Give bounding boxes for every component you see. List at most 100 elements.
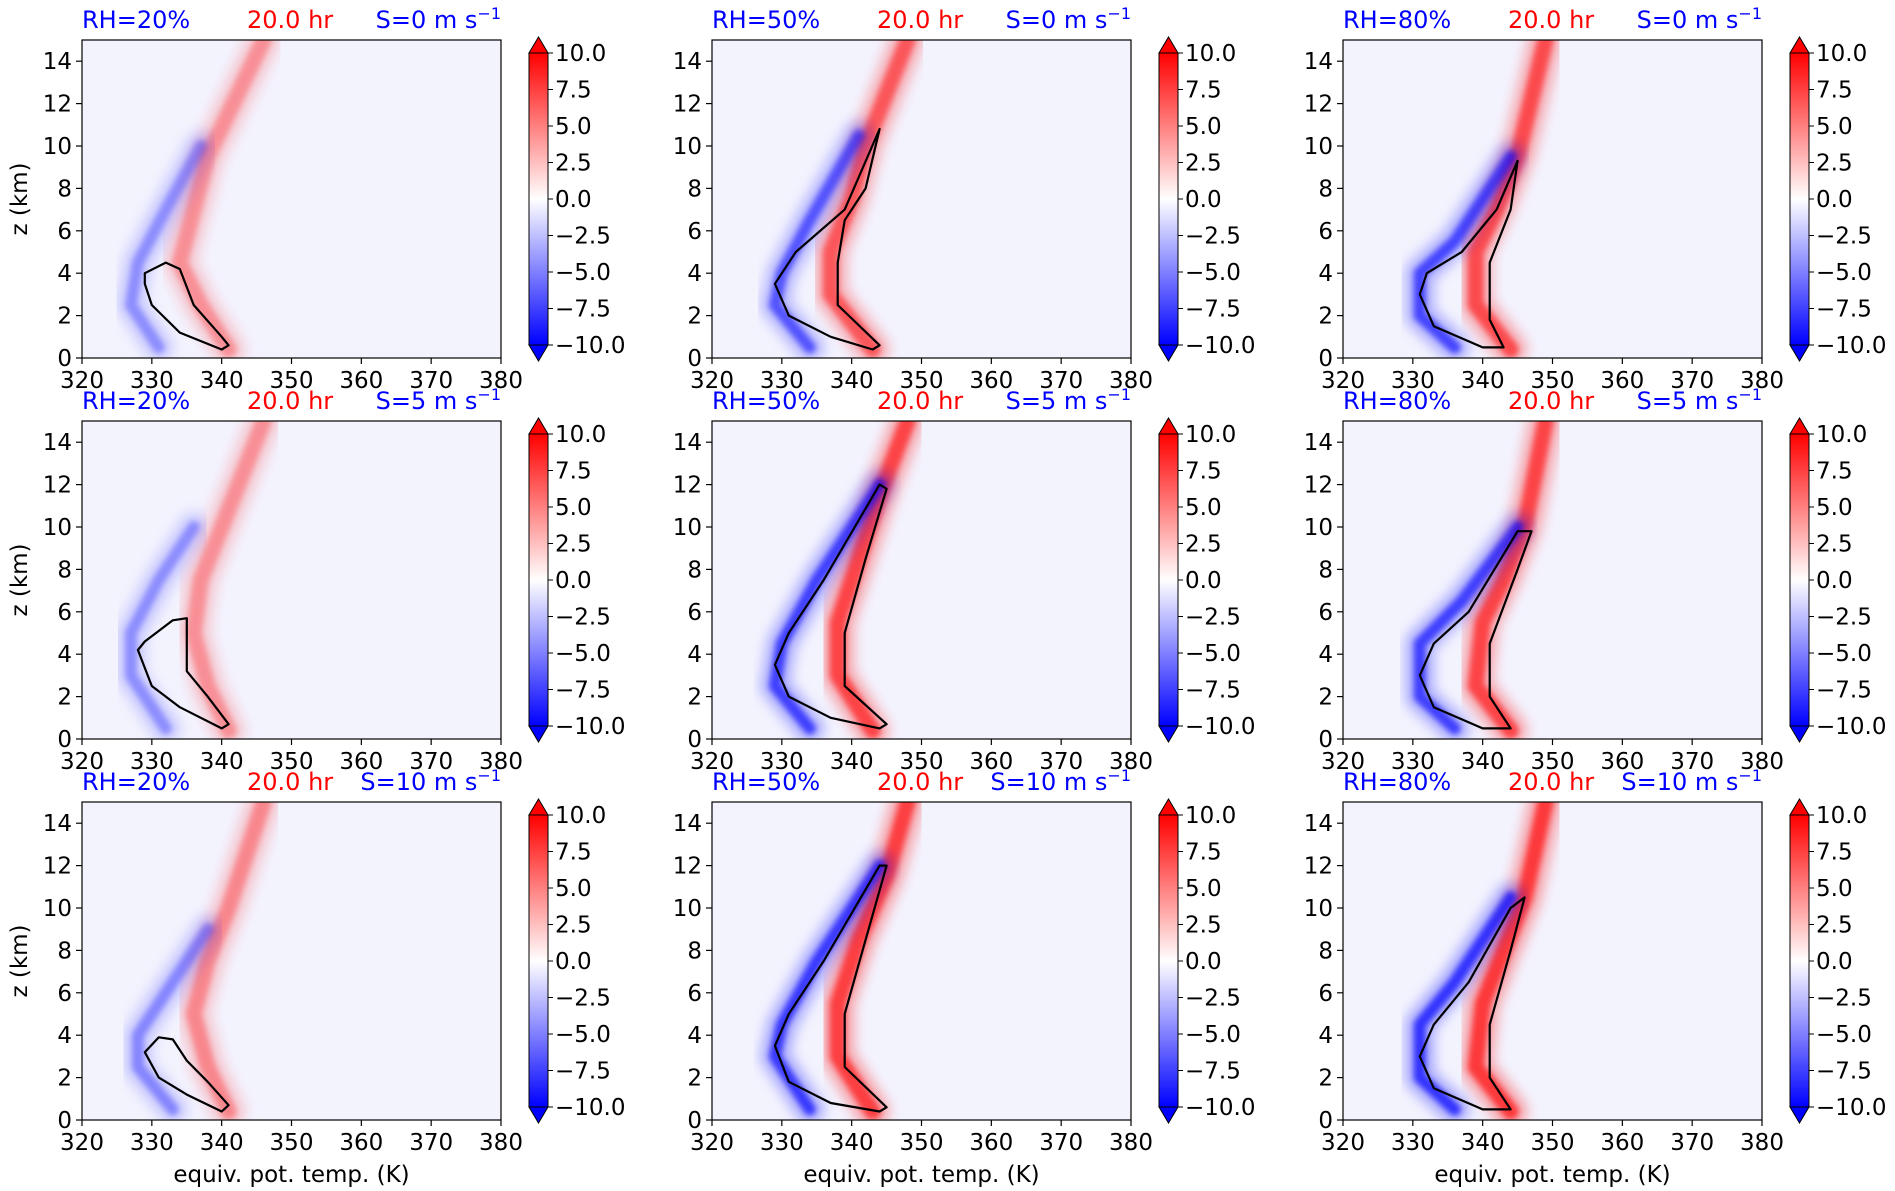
y-tick-label: 4: [57, 1023, 72, 1049]
colorbar-tick-label: 5.0: [1816, 114, 1853, 140]
colorbar-tick-label: −10.0: [1185, 333, 1255, 359]
colorbar-tick-label: −5.0: [555, 1022, 611, 1048]
x-tick-label: 370: [409, 368, 453, 394]
y-tick-label: 10: [673, 896, 702, 922]
colorbar-tick-label: 5.0: [1185, 114, 1222, 140]
y-tick-label: 12: [1304, 854, 1333, 880]
colorbar-tick-label: 7.5: [555, 459, 592, 485]
contour-field: [1404, 802, 1563, 1120]
y-tick-label: 6: [57, 600, 72, 626]
y-tick-label: 14: [43, 49, 72, 75]
panel-2: 320 330 340 350 360 370 380 0 2 4 6 8 10 12 14 RH=50% 20…: [673, 4, 1256, 394]
title-rh: RH=20%: [82, 768, 190, 796]
colorbar: 10.0 7.5 5.0 2.5 0.0 −2.5 −5.0 −7.5 −10.0: [1789, 417, 1886, 743]
x-tick-label: 380: [479, 749, 523, 775]
x-tick-label: 340: [1461, 749, 1505, 775]
x-tick-label: 330: [760, 1130, 804, 1156]
x-tick-label: 380: [1109, 749, 1153, 775]
x-tick-label: 380: [1740, 368, 1784, 394]
y-tick-label: 0: [687, 1108, 702, 1134]
colorbar-min-extend: [1789, 1106, 1810, 1124]
y-tick-label: 12: [43, 92, 72, 118]
x-tick-label: 370: [409, 749, 453, 775]
zero-contour-line: [773, 864, 888, 1113]
colorbar-tick-label: 10.0: [555, 803, 606, 829]
y-tick-label: 14: [1304, 430, 1333, 456]
y-tick-label: 14: [43, 430, 72, 456]
contour-field: [759, 421, 925, 739]
colorbar-gradient: [528, 814, 549, 1108]
y-tick-label: 6: [687, 600, 702, 626]
colorbar-tick-label: 0.0: [1185, 949, 1222, 975]
y-tick-label: 6: [57, 981, 72, 1007]
colorbar-gradient: [1789, 814, 1810, 1108]
x-tick-label: 320: [690, 1130, 734, 1156]
y-tick-label: 4: [1318, 261, 1333, 287]
colorbar: 10.0 7.5 5.0 2.5 0.0 −2.5 −5.0 −7.5 −10.0: [1789, 36, 1886, 362]
x-tick-label: 340: [200, 1130, 244, 1156]
positive-field-core: [185, 802, 272, 1120]
x-tick-label: 340: [200, 749, 244, 775]
y-tick-label: 8: [57, 938, 72, 964]
colorbar-min-extend: [528, 725, 549, 743]
title-shear: S=5 m s−1: [376, 385, 501, 415]
x-tick-label: 360: [969, 1130, 1013, 1156]
colorbar-max-extend: [528, 36, 549, 54]
x-tick-label: 360: [969, 368, 1013, 394]
x-tick-label: 350: [270, 1130, 314, 1156]
contour-field: [122, 802, 281, 1120]
x-tick-label: 330: [1391, 368, 1435, 394]
colorbar-tick-label: 2.5: [1816, 913, 1853, 939]
colorbar-tick-label: −10.0: [1185, 1095, 1255, 1121]
colorbar-tick-label: −7.5: [555, 1059, 611, 1085]
colorbar-tick-label: 10.0: [1816, 41, 1867, 67]
y-tick-label: 2: [1318, 304, 1333, 330]
y-tick-label: 4: [57, 642, 72, 668]
y-tick-label: 2: [57, 304, 72, 330]
contour-field: [115, 40, 281, 358]
colorbar-tick-label: −2.5: [1816, 605, 1872, 631]
zero-contour-line: [773, 483, 888, 730]
y-tick-label: 8: [57, 557, 72, 583]
colorbar: 10.0 7.5 5.0 2.5 0.0 −2.5 −5.0 −7.5 −10.0: [1158, 417, 1255, 743]
y-tick-label: 4: [687, 1023, 702, 1049]
colorbar-tick-label: −5.0: [1816, 260, 1872, 286]
panel-6: 320 330 340 350 360 370 380 0 2 4 6 8 10 12 14 RH=80% 20…: [1304, 385, 1887, 775]
x-tick-label: 320: [60, 1130, 104, 1156]
y-tick-label: 10: [1304, 134, 1333, 160]
colorbar-tick-label: 2.5: [1185, 151, 1222, 177]
positive-field-core: [1467, 421, 1554, 739]
y-tick-label: 2: [57, 1066, 72, 1092]
colorbar-tick-label: −5.0: [1185, 260, 1241, 286]
colorbar-tick-label: 2.5: [555, 532, 592, 558]
y-tick-label: 2: [1318, 1066, 1333, 1092]
zero-contour-line: [143, 1036, 230, 1113]
panel-9: 320 330 340 350 360 370 380 0 2 4 6 8 10 12 14 equiv. p…: [1304, 766, 1887, 1188]
x-tick-label: 320: [690, 368, 734, 394]
colorbar-tick-label: −5.0: [555, 641, 611, 667]
x-tick-label: 330: [130, 749, 174, 775]
x-tick-label: 320: [1321, 1130, 1365, 1156]
colorbar-min-extend: [528, 1106, 549, 1124]
colorbar-gradient: [1789, 433, 1810, 727]
panel-5: 320 330 340 350 360 370 380 0 2 4 6 8 10 12 14 RH=50% 20…: [673, 385, 1256, 775]
colorbar-tick-label: 7.5: [1185, 78, 1222, 104]
colorbar-tick-label: 2.5: [555, 151, 592, 177]
colorbar-tick-label: −10.0: [555, 1095, 625, 1121]
x-tick-label: 340: [830, 1130, 874, 1156]
panel-4: 320 330 340 350 360 370 380 0 2 4 6 8 10 12 14 z (km) RH…: [7, 385, 625, 775]
colorbar-tick-label: 10.0: [1816, 803, 1867, 829]
colorbar-tick-label: 7.5: [1816, 78, 1853, 104]
positive-field-core: [1467, 802, 1554, 1120]
colorbar-min-extend: [1158, 725, 1179, 743]
title-rh: RH=80%: [1343, 768, 1451, 796]
colorbar-tick-label: −2.5: [555, 605, 611, 631]
title-shear: S=5 m s−1: [1637, 385, 1762, 415]
y-tick-label: 0: [1318, 1108, 1333, 1134]
title-rh: RH=80%: [1343, 6, 1451, 34]
colorbar-gradient: [1158, 52, 1179, 346]
y-tick-label: 2: [1318, 685, 1333, 711]
colorbar: 10.0 7.5 5.0 2.5 0.0 −2.5 −5.0 −7.5 −10.0: [528, 36, 625, 362]
colorbar-tick-label: 0.0: [1816, 949, 1853, 975]
y-tick-label: 14: [1304, 49, 1333, 75]
